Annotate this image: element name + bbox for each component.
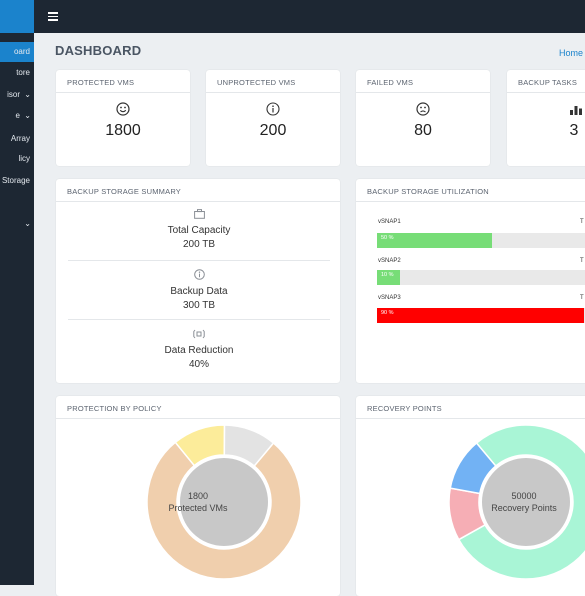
summary-value: 200 TB (182, 239, 216, 250)
sidebar-item-dashboard[interactable]: oard (0, 42, 34, 62)
sidebar-item-storage[interactable]: Storage (0, 171, 34, 191)
page-title: DASHBOARD (55, 43, 142, 58)
donut-segment-0 (457, 424, 585, 580)
donut-center-label: Protected VMs (168, 503, 228, 513)
chevron-down-icon: ⌄ (24, 90, 31, 99)
donut-center-value: 1800 (187, 491, 209, 501)
breadcrumb-home[interactable]: Home (559, 48, 584, 58)
sidebar-item-array[interactable]: Array (0, 129, 34, 149)
summary-label: Backup Data (170, 286, 228, 297)
top-bar (34, 0, 585, 33)
chevron-down-icon: ⌄ (24, 219, 31, 228)
progress-fill: 10 % (377, 270, 400, 285)
briefcase-icon (68, 209, 330, 222)
card-title: BACKUP STORAGE UTILIZATION (367, 187, 489, 196)
donut-segment-0 (146, 441, 302, 580)
stat-value: 200 (259, 122, 287, 139)
recovery-points-card: RECOVERY POINTS 50000 Recovery Points (356, 396, 585, 596)
util-total: T (580, 258, 584, 264)
stat-card-unprotected-vms: UNPROTECTED VMS 200 (206, 70, 340, 166)
progress-label: 90 % (381, 310, 394, 316)
stat-card-backup-tasks: BACKUP TASKS 3 (507, 70, 585, 166)
sidebar-item-label: e (15, 111, 20, 120)
summary-total-capacity: Total Capacity 200 TB (68, 209, 330, 250)
stat-card-protected-vms: PROTECTED VMS 1800 (56, 70, 190, 166)
summary-label: Total Capacity (167, 225, 231, 236)
sidebar-item-e[interactable]: e ⌄ (0, 106, 34, 126)
donut-center (178, 456, 270, 548)
sidebar: oard tore isor ⌄ e ⌄ Array licy Storage … (0, 0, 34, 585)
stat-value: 1800 (105, 122, 141, 139)
util-name: vSNAP1 (378, 219, 401, 225)
sidebar-item-more[interactable]: ⌄ (0, 214, 34, 234)
sidebar-item-label: licy (18, 154, 30, 163)
sidebar-item-label: Array (10, 134, 30, 143)
progress-fill: 50 % (377, 233, 492, 248)
donut-segment-2 (223, 424, 275, 468)
backup-storage-summary-card: BACKUP STORAGE SUMMARY Total Capacity 20… (56, 179, 340, 383)
progress-bar-vsnap2: 10 % (377, 270, 585, 285)
sidebar-item-label: tore (16, 68, 30, 77)
stat-value: 80 (414, 122, 432, 139)
sidebar-item-policy[interactable]: licy (0, 149, 34, 169)
stat-value: 3 (569, 122, 579, 139)
util-total: T (580, 295, 584, 301)
donut-segment-2 (449, 441, 497, 495)
recovery-donut-chart (448, 424, 585, 580)
info-icon (68, 269, 330, 283)
sidebar-logo-area (0, 0, 34, 33)
card-title: BACKUP STORAGE SUMMARY (67, 187, 182, 196)
frown-icon (356, 102, 490, 119)
smile-icon (56, 102, 190, 119)
summary-value: 40% (188, 359, 209, 370)
stat-label: PROTECTED VMS (67, 78, 135, 87)
summary-value: 300 TB (182, 300, 216, 311)
util-name: vSNAP3 (378, 295, 401, 301)
stat-card-failed-vms: FAILED VMS 80 (356, 70, 490, 166)
policy-donut-chart (146, 424, 302, 580)
summary-backup-data: Backup Data 300 TB (68, 269, 330, 311)
sidebar-item-label: isor (7, 90, 20, 99)
util-name: vSNAP2 (378, 258, 401, 264)
sidebar-item-label: Storage (1, 176, 30, 185)
progress-fill: 90 % (377, 308, 584, 323)
menu-icon[interactable] (48, 12, 58, 21)
chevron-down-icon: ⌄ (24, 111, 31, 120)
info-icon (206, 102, 340, 119)
donut-center-label: Recovery Points (491, 503, 557, 513)
backup-storage-utilization-card: BACKUP STORAGE UTILIZATION vSNAP1 T 50 %… (356, 179, 585, 383)
summary-data-reduction: Data Reduction 40% (68, 329, 330, 370)
sidebar-item-advisor[interactable]: isor ⌄ (0, 85, 34, 105)
bar-chart-icon (569, 102, 583, 119)
stat-label: FAILED VMS (367, 78, 414, 87)
stat-label: BACKUP TASKS (518, 78, 578, 87)
summary-label: Data Reduction (164, 345, 234, 356)
progress-label: 50 % (381, 235, 394, 241)
sidebar-item-store[interactable]: tore (0, 63, 34, 83)
util-total: T (580, 219, 584, 225)
progress-bar-vsnap1: 50 % (377, 233, 585, 248)
reduction-icon (68, 329, 330, 342)
stat-label: UNPROTECTED VMS (217, 78, 296, 87)
donut-center (480, 456, 572, 548)
donut-center-value: 50000 (511, 491, 537, 501)
card-title: PROTECTION BY POLICY (67, 404, 162, 413)
protection-by-policy-card: PROTECTION BY POLICY 1800 Protected VMs (56, 396, 340, 596)
progress-label: 10 % (381, 272, 394, 278)
progress-bar-vsnap3: 90 % (377, 308, 585, 323)
sidebar-item-label: oard (13, 47, 30, 56)
card-title: RECOVERY POINTS (367, 404, 442, 413)
